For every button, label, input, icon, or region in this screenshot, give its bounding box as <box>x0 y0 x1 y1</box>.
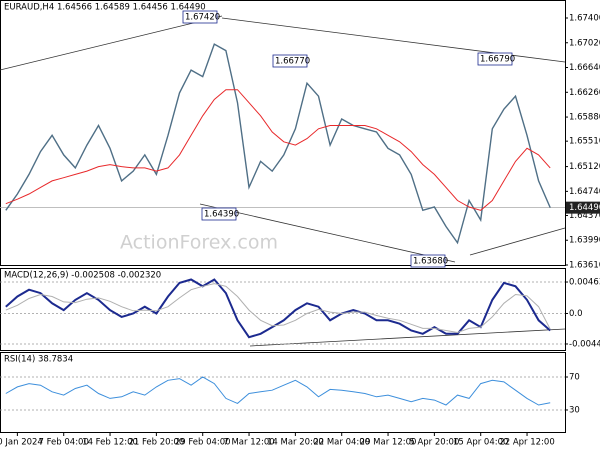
watermark: ActionForex.com <box>120 232 278 254</box>
channel-line <box>0 15 223 71</box>
x-tick-label: 30 Jan 2024 <box>0 438 43 448</box>
y-tick-label: 1.66640 <box>569 63 600 73</box>
y-tick-label: 1.64370 <box>569 211 600 221</box>
x-tick-label: 15 Apr 04:00 <box>453 438 508 448</box>
annotation-box <box>410 254 446 268</box>
channel-line <box>199 203 456 263</box>
annotation-label: 1.67420 <box>185 13 220 23</box>
y-tick-label: 1.63610 <box>569 261 600 271</box>
y-tick-label: -0.004493 <box>569 339 600 349</box>
x-tick-label: 29 Mar 12:00 <box>360 438 417 448</box>
x-tick-label: 14 Feb 12:00 <box>82 438 138 448</box>
current-price-label: 1.64490 <box>569 203 600 213</box>
annotation-box <box>201 207 237 221</box>
rsi-frame <box>0 352 566 433</box>
macd-title: MACD(12,26,9) -0.002508 -0.002320 <box>4 271 161 281</box>
x-tick-label: 21 Feb 20:00 <box>128 438 184 448</box>
series-line <box>5 43 551 245</box>
x-tick-label: 29 Feb 04:00 <box>175 438 231 448</box>
annotation-label: 1.66790 <box>480 55 515 65</box>
y-tick-label: 70 <box>569 372 580 382</box>
y-tick-label: 1.67020 <box>569 38 600 48</box>
macd-trend-line <box>249 328 566 347</box>
annotation-box <box>272 54 308 68</box>
x-tick-label: 5 Apr 20:00 <box>409 438 459 448</box>
annotation-label: 1.64390 <box>204 210 239 220</box>
annotation-label: 1.63680 <box>413 257 448 267</box>
series-line <box>5 376 551 406</box>
current-price-box <box>566 201 600 214</box>
x-tick-label: 7 Feb 04:00 <box>39 438 89 448</box>
y-tick-label: 1.67400 <box>569 13 600 23</box>
y-tick-label: 1.63990 <box>569 236 600 246</box>
chart-title: EURAUD,H4 1.64566 1.64589 1.64456 1.6449… <box>4 3 206 13</box>
y-tick-label: 30 <box>569 405 580 415</box>
rsi-title: RSI(14) 38.7834 <box>4 355 73 365</box>
y-tick-label: 0.004634 <box>569 278 600 288</box>
series-line <box>5 283 551 334</box>
y-tick-label: 1.64740 <box>569 187 600 197</box>
y-tick-label: 1.65880 <box>569 113 600 123</box>
macd-frame <box>0 268 566 351</box>
annotation-box <box>182 10 218 24</box>
y-tick-label: 1.65120 <box>569 162 600 172</box>
x-tick-label: 22 Apr 12:00 <box>499 438 554 448</box>
price-frame <box>0 0 566 266</box>
y-tick-label: 0.0 <box>569 309 583 319</box>
annotation-label: 1.66770 <box>275 57 310 67</box>
series-line <box>5 89 551 211</box>
x-tick-label: 14 Mar 20:00 <box>267 438 324 448</box>
x-tick-label: 22 Mar 04:00 <box>313 438 370 448</box>
annotation-box <box>477 52 513 66</box>
y-tick-label: 1.66260 <box>569 88 600 98</box>
channel-line <box>469 227 566 256</box>
y-tick-label: 1.65510 <box>569 137 600 147</box>
x-tick-label: 7 Mar 12:00 <box>223 438 274 448</box>
